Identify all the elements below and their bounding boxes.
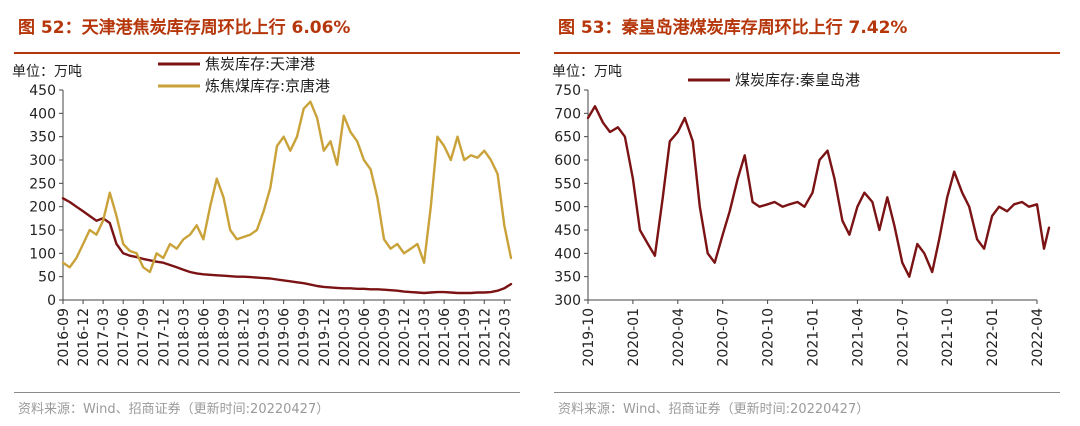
y-tick-label: 400 bbox=[29, 106, 56, 122]
x-tick-label: 2022-04 bbox=[1030, 308, 1046, 367]
series-line-1 bbox=[61, 100, 513, 274]
x-tick-label: 2017-06 bbox=[116, 308, 132, 367]
x-tick-label: 2021-09 bbox=[457, 308, 473, 367]
x-tick-label: 2021-03 bbox=[417, 308, 433, 367]
y-tick-label: 50 bbox=[38, 270, 56, 286]
x-tick-label: 2019-03 bbox=[257, 308, 273, 367]
x-tick-label: 2022-03 bbox=[497, 308, 513, 367]
x-tick-label: 2017-03 bbox=[96, 308, 112, 367]
x-tick-label: 2021-10 bbox=[940, 308, 956, 367]
x-tick-label: 2020-12 bbox=[397, 308, 413, 367]
source-divider bbox=[14, 392, 520, 393]
x-tick-label: 2020-03 bbox=[337, 308, 353, 367]
figure-panel-left: 图 52：天津港焦炭库存周环比上行 6.06% 单位：万吨 0 50 100 150 20… bbox=[12, 18, 520, 417]
y-tick-label: 500 bbox=[554, 200, 581, 216]
x-tick-label: 2018-12 bbox=[237, 308, 253, 367]
x-tick-label: 2020-01 bbox=[626, 308, 642, 367]
legend-label: 炼焦煤库存:京唐港 bbox=[205, 77, 330, 95]
series-line-0 bbox=[586, 105, 1051, 278]
x-tick-label: 2021-04 bbox=[850, 308, 866, 367]
y-tick-label: 350 bbox=[29, 130, 56, 146]
y-tick-label: 100 bbox=[29, 246, 56, 262]
y-tick-label: 750 bbox=[554, 83, 581, 99]
legend-label: 焦炭库存:天津港 bbox=[205, 55, 315, 73]
x-tick-label: 2021-07 bbox=[895, 308, 911, 367]
source-note: 资料来源：Wind、招商证券（更新时间:20220427） bbox=[18, 402, 330, 417]
chart-qinhuangdao: 单位：万吨 300 350 400 450 500 550 600 650 700 750 2019-… bbox=[552, 64, 1051, 367]
y-tick-label: 700 bbox=[554, 106, 581, 122]
x-tick-label: 2019-06 bbox=[277, 308, 293, 367]
x-tick-label: 2016-12 bbox=[76, 308, 92, 367]
x-tick-label: 2021-12 bbox=[477, 308, 493, 367]
x-tick-label: 2016-09 bbox=[56, 308, 72, 367]
x-tick-label: 2022-01 bbox=[985, 308, 1001, 367]
y-tick-label: 600 bbox=[554, 153, 581, 169]
source-note: 资料来源：Wind、招商证券（更新时间:20220427） bbox=[558, 402, 870, 417]
y-tick-label: 350 bbox=[554, 270, 581, 286]
y-tick-label: 400 bbox=[554, 246, 581, 262]
x-tick-label: 2021-01 bbox=[806, 308, 822, 367]
x-tick-label: 2019-10 bbox=[581, 308, 597, 367]
y-tick-label: 450 bbox=[554, 223, 581, 239]
x-tick-label: 2020-07 bbox=[716, 308, 732, 367]
figure-title: 图 52：天津港焦炭库存周环比上行 6.06% bbox=[18, 18, 351, 38]
figure-panel-right: 图 53：秦皇岛港煤炭库存周环比上行 7.42% 单位：万吨 300 350 400 4… bbox=[540, 0, 1080, 426]
y-tick-label: 300 bbox=[554, 293, 581, 309]
y-tick-label: 650 bbox=[554, 130, 581, 146]
series-line-0 bbox=[61, 197, 513, 295]
source-divider bbox=[554, 392, 1060, 393]
x-tick-label: 2020-10 bbox=[761, 308, 777, 367]
x-tick-label: 2018-03 bbox=[176, 308, 192, 367]
y-tick-label: 450 bbox=[29, 83, 56, 99]
y-tick-label: 200 bbox=[29, 200, 56, 216]
title-underline bbox=[554, 52, 1060, 54]
unit-label: 单位：万吨 bbox=[552, 64, 622, 80]
x-tick-label: 2020-06 bbox=[357, 308, 373, 367]
y-tick-label: 300 bbox=[29, 153, 56, 169]
y-tick-label: 550 bbox=[554, 176, 581, 192]
unit-label: 单位：万吨 bbox=[12, 64, 82, 80]
x-tick-label: 2019-12 bbox=[317, 308, 333, 367]
x-tick-label: 2018-06 bbox=[196, 308, 212, 367]
x-tick-label: 2017-12 bbox=[156, 308, 172, 367]
x-tick-label: 2019-09 bbox=[297, 308, 313, 367]
x-tick-label: 2020-04 bbox=[671, 308, 687, 367]
legend-label: 煤炭库存:秦皇岛港 bbox=[735, 71, 860, 89]
x-tick-label: 2018-09 bbox=[216, 308, 232, 367]
y-tick-label: 0 bbox=[47, 293, 56, 309]
y-tick-label: 150 bbox=[29, 223, 56, 239]
x-tick-label: 2021-06 bbox=[437, 308, 453, 367]
figure-title: 图 53：秦皇岛港煤炭库存周环比上行 7.42% bbox=[558, 18, 908, 38]
y-tick-label: 250 bbox=[29, 176, 56, 192]
x-tick-label: 2020-09 bbox=[377, 308, 393, 367]
x-tick-label: 2017-09 bbox=[136, 308, 152, 367]
title-underline bbox=[14, 52, 520, 54]
